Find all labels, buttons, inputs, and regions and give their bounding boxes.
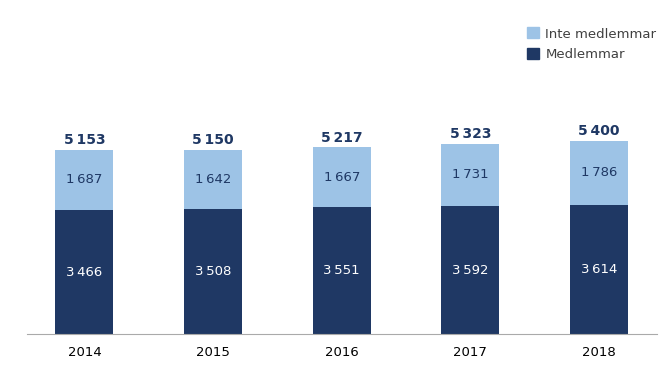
Bar — [184, 209, 242, 334]
Text: 5 217: 5 217 — [321, 131, 362, 144]
Text: 5 153: 5 153 — [64, 133, 105, 147]
Text: 1 786: 1 786 — [581, 166, 617, 179]
Legend: Inte medlemmar, Medlemmar: Inte medlemmar, Medlemmar — [527, 27, 657, 61]
Bar — [56, 150, 113, 210]
Text: 5 150: 5 150 — [192, 133, 234, 147]
Text: 1 731: 1 731 — [452, 168, 488, 181]
Text: 3 466: 3 466 — [66, 266, 103, 279]
Text: 5 323: 5 323 — [450, 127, 491, 141]
Text: 1 667: 1 667 — [324, 171, 360, 184]
Bar — [442, 144, 499, 206]
Text: 5 400: 5 400 — [578, 124, 620, 138]
Bar — [442, 206, 499, 334]
Text: 1 687: 1 687 — [66, 174, 103, 187]
Text: 3 508: 3 508 — [195, 265, 231, 278]
Bar — [313, 147, 371, 207]
Bar — [56, 210, 113, 334]
Text: 3 614: 3 614 — [581, 263, 617, 276]
Bar — [570, 205, 628, 334]
Text: 3 551: 3 551 — [324, 264, 360, 277]
Text: 1 642: 1 642 — [195, 173, 231, 186]
Bar — [570, 141, 628, 205]
Bar — [313, 207, 371, 334]
Text: 3 592: 3 592 — [452, 264, 488, 277]
Bar — [184, 150, 242, 209]
